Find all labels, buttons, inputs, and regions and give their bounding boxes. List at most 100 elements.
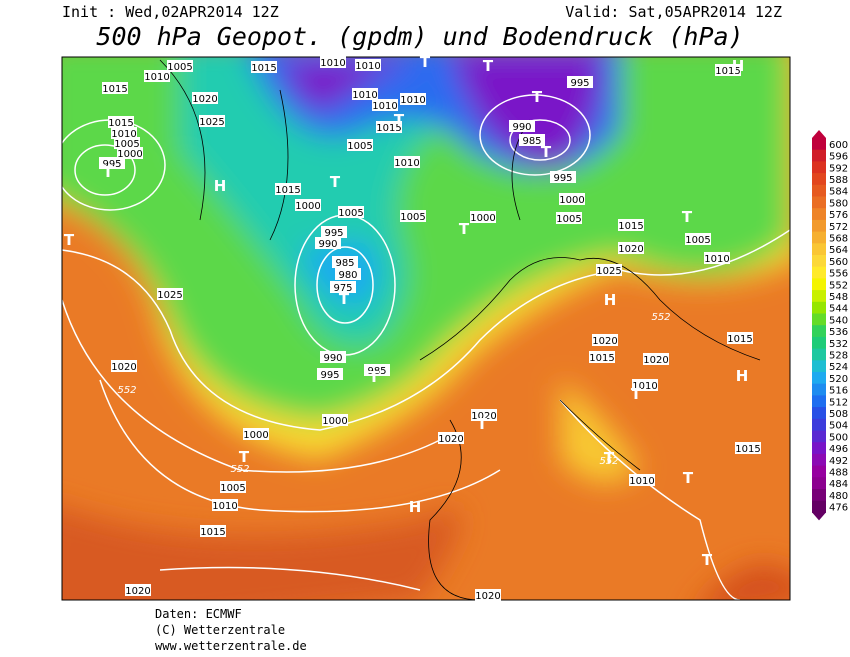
colorbar-label: 572 xyxy=(829,222,848,233)
isobar-label: 1015 xyxy=(715,66,740,77)
colorbar-label: 480 xyxy=(829,491,848,502)
isobar-label: 1010 xyxy=(355,61,380,72)
label-box xyxy=(400,210,426,222)
isobar-label: 1005 xyxy=(556,214,581,225)
isobar-label: 995 xyxy=(320,370,339,381)
pressure-center: T xyxy=(631,385,642,403)
colorbar-label: 592 xyxy=(829,163,848,174)
colorbar-label: 544 xyxy=(829,304,848,315)
colorbar-label: 576 xyxy=(829,210,848,221)
isobar-label: 1015 xyxy=(589,353,614,364)
colorbar-swatch xyxy=(812,500,826,513)
isobar-label: 1005 xyxy=(400,212,425,223)
label-box xyxy=(243,428,269,440)
isobar-label: 990 xyxy=(323,353,342,364)
isobar-label: 1015 xyxy=(735,444,760,455)
label-box xyxy=(704,252,730,264)
colorbar-swatch xyxy=(812,325,826,338)
colorbar-label: 588 xyxy=(829,175,848,186)
colorbar-label: 568 xyxy=(829,233,848,244)
label-box xyxy=(394,156,420,168)
isobar-label: 1025 xyxy=(199,117,224,128)
colorbar-label: 556 xyxy=(829,269,848,280)
pressure-center: T xyxy=(459,220,470,238)
pressure-center: H xyxy=(214,177,227,195)
isobar-label: 990 xyxy=(318,239,337,250)
pressure-center: T xyxy=(483,57,494,75)
colorbar-swatch xyxy=(812,407,826,420)
pressure-center: H xyxy=(409,498,422,516)
isobar-label: 1010 xyxy=(212,501,237,512)
isobar-label: 1010 xyxy=(400,95,425,106)
colorbar-label: 520 xyxy=(829,374,848,385)
isobar-label: 1010 xyxy=(144,72,169,83)
footer-source: Daten: ECMWF xyxy=(155,607,242,621)
label-box xyxy=(108,116,134,128)
isobar-label-layer: 1005 1010 1015 1010 1010 1015 1020 1010 1010 1010… xyxy=(64,53,761,602)
pressure-center: T xyxy=(532,88,543,106)
isobar-label: 1020 xyxy=(111,362,136,373)
colorbar-label: 492 xyxy=(829,456,848,467)
colorbar-label: 516 xyxy=(829,386,848,397)
colorbar-swatch xyxy=(812,219,826,233)
isobar-label: 1015 xyxy=(102,84,127,95)
colorbar-label: 532 xyxy=(829,339,848,350)
isobar-label: 1005 xyxy=(114,139,139,150)
isobar-label: 1015 xyxy=(618,221,643,232)
label-box xyxy=(125,584,151,596)
label-box xyxy=(685,233,711,245)
label-box xyxy=(589,351,615,363)
colorbar-label: 600 xyxy=(829,140,848,151)
isobar-label: 1010 xyxy=(704,254,729,265)
colorbar-label: 512 xyxy=(829,397,848,408)
colorbar-label: 548 xyxy=(829,292,848,303)
colorbar-label: 484 xyxy=(829,479,848,490)
colorbar-swatch xyxy=(812,442,826,455)
isobar-label: 1005 xyxy=(338,208,363,219)
colorbar-label: 580 xyxy=(829,198,848,209)
isobar-label: 1015 xyxy=(200,527,225,538)
isobar-label: 1020 xyxy=(125,586,150,597)
isobar-label: 995 xyxy=(570,78,589,89)
isobar-label: 985 xyxy=(522,136,541,147)
label-box xyxy=(320,351,346,363)
colorbar-swatch xyxy=(812,231,826,244)
colorbar-swatch xyxy=(812,173,826,186)
label-box xyxy=(330,281,356,293)
colorbar-swatch xyxy=(812,149,826,162)
isobars xyxy=(62,94,790,600)
isobar-label: 1020 xyxy=(192,94,217,105)
label-box xyxy=(727,332,753,344)
pressure-center: T xyxy=(702,551,713,569)
label-box xyxy=(144,70,170,82)
isobar-label: 1010 xyxy=(629,476,654,487)
colorbar-label: 584 xyxy=(829,187,848,198)
colorbar-swatch xyxy=(812,360,826,373)
colorbar-label: 564 xyxy=(829,245,848,256)
label-box xyxy=(347,139,373,151)
pressure-center: T xyxy=(683,469,694,487)
label-box xyxy=(556,212,582,224)
label-box xyxy=(317,368,343,380)
isobar-label: 1025 xyxy=(157,290,182,301)
colorbar-label: 476 xyxy=(829,503,848,514)
colorbar-label: 540 xyxy=(829,315,848,326)
label-box xyxy=(643,353,669,365)
colorbar-cap xyxy=(812,512,826,521)
label-box xyxy=(438,432,464,444)
colorbar-label: 596 xyxy=(829,152,848,163)
label-box xyxy=(295,199,321,211)
isobar-label: 1020 xyxy=(438,434,463,445)
colorbar-cap xyxy=(812,130,826,138)
label-box xyxy=(332,256,358,268)
colorbar-swatch xyxy=(812,278,826,291)
label-box xyxy=(212,499,238,511)
label-box xyxy=(111,127,137,139)
isobar-label: 1000 xyxy=(322,416,347,427)
colorbar-label: 500 xyxy=(829,432,848,443)
label-box xyxy=(192,92,218,104)
pressure-center: T xyxy=(394,111,405,129)
colorbar-swatch xyxy=(812,290,826,303)
label-box xyxy=(559,193,585,205)
